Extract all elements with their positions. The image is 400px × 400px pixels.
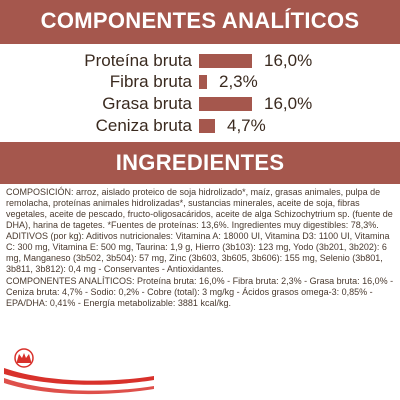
crown-icon xyxy=(14,348,34,368)
component-bar xyxy=(199,97,252,111)
analytical-header: COMPONENTES ANALÍTICOS xyxy=(40,8,360,33)
component-bar xyxy=(199,54,252,68)
analytical-header-band xyxy=(0,0,400,44)
ingredients-header: INGREDIENTES xyxy=(115,150,285,175)
component-row: Proteína bruta 16,0% xyxy=(0,51,400,73)
component-value: 2,3% xyxy=(219,72,258,91)
additives-text: ADITIVOS (por kg): Aditivos nutricionale… xyxy=(6,231,390,274)
component-value: 4,7% xyxy=(227,116,266,135)
component-label: Grasa bruta xyxy=(102,94,192,113)
component-label: Fibra bruta xyxy=(109,72,192,91)
component-row: Ceniza bruta 4,7% xyxy=(0,116,400,138)
analytical-text: COMPONENTES ANALÍTICOS: Proteína bruta: … xyxy=(6,276,394,308)
component-row: Grasa bruta 16,0% xyxy=(0,94,400,116)
component-value: 16,0% xyxy=(264,51,313,70)
composition-text: COMPOSICIÓN: arroz, aislado proteico de … xyxy=(6,187,393,230)
component-bar xyxy=(199,119,215,133)
component-row: Fibra bruta 2,3% xyxy=(0,72,400,94)
ingredients-header-band xyxy=(0,142,400,184)
component-label: Proteína bruta xyxy=(84,51,192,70)
component-value: 16,0% xyxy=(264,94,313,113)
component-bar xyxy=(199,75,207,89)
brand-logo xyxy=(4,348,154,395)
component-label: Ceniza bruta xyxy=(95,116,192,135)
